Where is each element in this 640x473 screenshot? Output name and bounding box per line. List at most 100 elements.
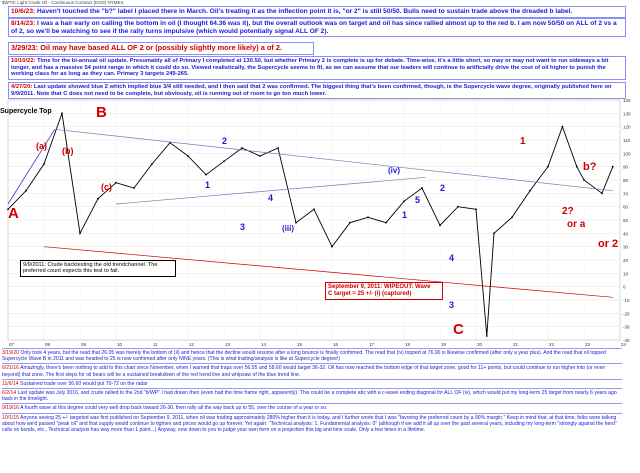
price-point-16 (295, 221, 297, 224)
year-label-11: 11 (153, 342, 158, 347)
tick-label-100: 100 (623, 151, 631, 156)
label-or-2: or 2 (598, 238, 619, 250)
note-5-date: 4/27/20: (11, 84, 33, 90)
tick-label-40: 40 (623, 231, 629, 236)
note-3-text: Oil may have based ALL OF 2 or (possibly… (40, 43, 283, 52)
price-point-23 (421, 187, 423, 189)
note-1-date: 10/6/23: (11, 8, 36, 15)
year-label-08: 08 (45, 342, 51, 347)
tick-label-50: 50 (623, 218, 629, 223)
price-point-0 (7, 208, 9, 211)
wipeout-target: C target = 25 +/- (i) (captured) (328, 290, 412, 297)
tick-label-70: 70 (623, 191, 629, 196)
tick-label--20: -20 (623, 311, 630, 316)
year-label-20: 20 (477, 342, 483, 347)
year-label-17: 17 (369, 342, 375, 347)
tick-label--10: -10 (623, 298, 630, 303)
label-3: 3 (240, 222, 246, 232)
red-trendline (43, 246, 613, 298)
price-point-17 (313, 208, 315, 211)
price-point-26 (475, 208, 477, 211)
tick-label-120: 120 (623, 125, 631, 130)
year-label-15: 15 (297, 342, 303, 347)
wipeout-title: September 9, 2011: WIPEOUT: Wave (328, 284, 431, 290)
blue-trendline (115, 176, 426, 205)
price-point-21 (385, 221, 387, 224)
label-4: 4 (268, 193, 274, 203)
year-label-12: 12 (189, 342, 195, 347)
tick-label-90: 90 (623, 165, 629, 170)
price-point-29 (511, 216, 513, 219)
price-point-34 (583, 179, 585, 181)
year-label-19: 19 (441, 342, 447, 347)
label-b: (b) (62, 146, 74, 156)
price-point-20 (367, 216, 369, 219)
bottom-notes: 3/19/20 Only took 4 years, but the read … (2, 348, 622, 434)
label-5: 5 (415, 195, 421, 205)
price-point-13 (241, 147, 243, 149)
price-point-3 (61, 112, 63, 115)
year-label-16: 16 (333, 342, 339, 347)
note-5: 4/27/20: Last update showed blue 2 which… (8, 82, 626, 100)
year-label-24: 24 (621, 342, 627, 347)
tick-label-140: 140 (623, 98, 631, 103)
note-2: 8/14/23: I was a hair early on calling t… (8, 18, 626, 38)
price-point-28 (493, 232, 495, 235)
year-label-22: 22 (549, 342, 555, 347)
price-point-2 (43, 163, 45, 165)
price-point-18 (331, 245, 333, 248)
wave-A-label: A (8, 205, 19, 222)
price-point-36 (611, 165, 614, 168)
bottom-note-5: 9/19/16 A fourth wave at this degree cou… (2, 403, 622, 412)
label-a: (a) (36, 141, 47, 151)
supercycle-top-label: Supercycle Top (0, 108, 52, 115)
label-or-a: or a (567, 219, 586, 230)
chart-title: Light Crude Oil - Continuous Contract (E… (17, 0, 124, 5)
backtest-text: 9/9/2011: Crude backtesting the old tren… (23, 262, 158, 275)
tick-label-110: 110 (623, 138, 631, 143)
year-label-07: 07 (9, 342, 15, 347)
price-point-33 (575, 165, 578, 168)
tick-label-10: 10 (623, 271, 629, 276)
note-2-date: 8/14/23: (11, 20, 36, 27)
tick-label--40: -40 (623, 338, 630, 343)
price-point-27 (485, 335, 488, 337)
symbol: $WTIC (2, 0, 16, 5)
tick-label-0: 0 (623, 285, 626, 290)
label-c: (c) (101, 182, 112, 192)
price-point-22 (403, 200, 405, 203)
price-point-35 (601, 192, 603, 195)
price-point-7 (133, 187, 135, 189)
label-iv: (iv) (388, 166, 400, 175)
price-point-5 (97, 197, 99, 200)
bottom-note-2: 6/21/16 Amazingly, there's been nothing … (2, 363, 622, 378)
price-point-25 (457, 205, 459, 208)
wave-C-label: C (453, 321, 464, 338)
year-label-18: 18 (405, 342, 411, 347)
note-5-text: Last update showed blue 2 which implied … (11, 84, 612, 97)
tick-label-60: 60 (623, 205, 629, 210)
wave-B-label: B (96, 104, 107, 121)
backtest-callout: 9/9/2011: Crude backtesting the old tren… (20, 260, 176, 277)
price-point-6 (115, 181, 117, 184)
bottom-note-1: 3/19/20 Only took 4 years, but the read … (2, 348, 622, 363)
label-2-question: 2? (562, 206, 574, 217)
label-iii: (iii) (282, 224, 294, 233)
chart-header: $WTIC Light Crude Oil - Continuous Contr… (2, 0, 124, 5)
year-label-14: 14 (261, 342, 267, 347)
bottom-note-3: 11/6/14 Sustained trade over 56.60 would… (2, 378, 622, 388)
upper-trendline (54, 128, 613, 192)
wave-b-trendline (7, 129, 56, 205)
year-label-10: 10 (117, 342, 123, 347)
price-point-12 (223, 160, 225, 163)
year-label-21: 21 (513, 342, 519, 347)
label-red-1: 1 (520, 136, 526, 147)
note-3-date: 3/29/23: (11, 43, 39, 52)
label-2-right: 2 (440, 183, 446, 193)
tick-label-80: 80 (623, 178, 629, 183)
label-2: 2 (222, 136, 228, 146)
price-point-4 (79, 232, 81, 235)
note-4: 10/10/22: Time for the bi-annual oil upd… (8, 56, 626, 80)
label-4-right: 4 (449, 253, 455, 263)
